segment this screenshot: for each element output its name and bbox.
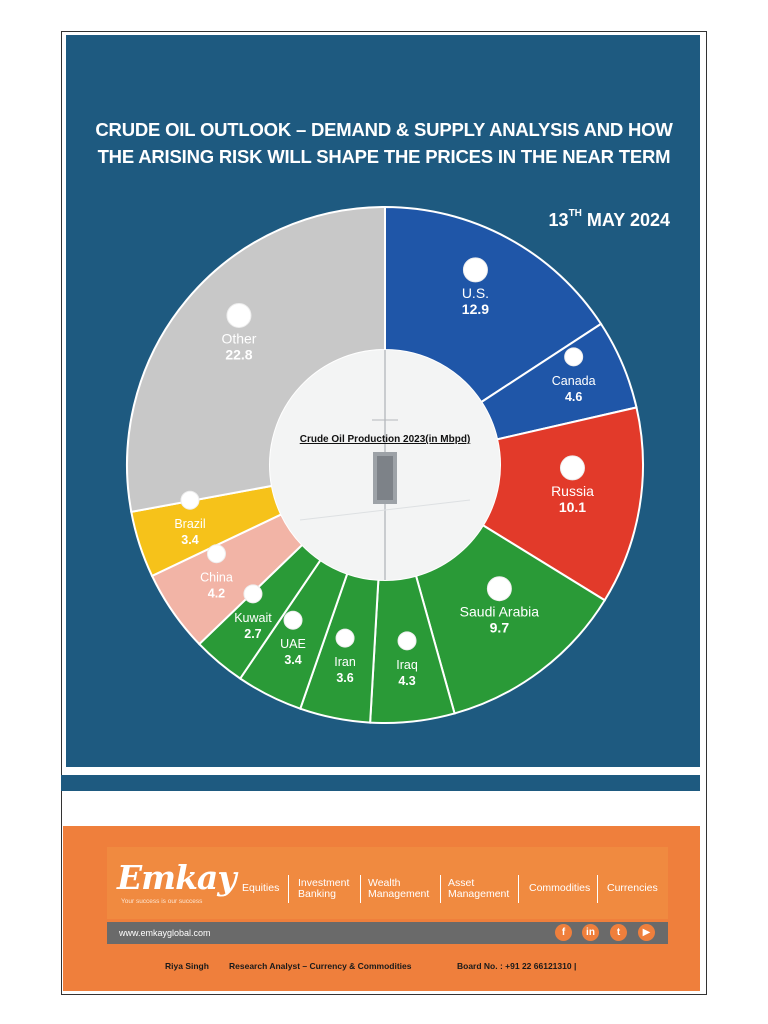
slice-value-iran: 3.6 [336,671,353,685]
service-separator [288,875,289,903]
service-currencies[interactable]: Currencies [607,882,658,894]
brazil-flag-icon [180,490,200,510]
globe-icon [226,302,252,328]
slice-value-iraq: 4.3 [398,674,415,688]
iran-flag-icon [335,628,355,648]
slice-value-canada: 4.6 [565,390,582,404]
service-separator [360,875,361,903]
brand-bar [107,847,668,919]
youtube-icon[interactable]: ▶ [638,924,655,941]
slice-label-kuwait: Kuwait [234,611,272,625]
twitter-icon[interactable]: t [610,924,627,941]
slice-value-brazil: 3.4 [181,533,198,547]
slice-value-u-s: 12.9 [462,301,489,317]
analyst-name: Riya Singh [165,961,209,971]
iraq-flag-icon [397,631,417,651]
slice-label-brazil: Brazil [174,517,205,531]
slice-value-other: 22.8 [225,346,252,362]
slice-label-canada: Canada [552,374,596,388]
slice-value-uae: 3.4 [284,653,301,667]
slice-label-saudi-arabia: Saudi Arabia [460,604,540,620]
emkay-logo[interactable]: Emkay [117,858,236,897]
china-flag-icon [206,544,226,564]
service-separator [597,875,598,903]
slice-label-uae: UAE [280,637,306,651]
service-equities[interactable]: Equities [242,882,280,894]
website-link[interactable]: www.emkayglobal.com [119,928,211,938]
rig-illustration [299,350,471,580]
website-bar [107,922,668,944]
brand-tagline: Your success is our success [121,898,203,905]
slice-value-russia: 10.1 [559,499,586,515]
slice-value-saudi-arabia: 9.7 [490,620,510,636]
slice-value-kuwait: 2.7 [244,627,261,641]
slice-label-u-s: U.S. [462,285,489,301]
service-investment-banking[interactable]: Investment Banking [298,877,350,900]
facebook-icon[interactable]: f [555,924,572,941]
linkedin-icon[interactable]: in [582,924,599,941]
uae-flag-icon [283,610,303,630]
report-title: CRUDE OIL OUTLOOK – DEMAND & SUPPLY ANAL… [95,119,673,167]
chart-title: Crude Oil Production 2023(in Mbpd) [300,434,471,445]
report-date: 13TH MAY 2024 [548,208,670,230]
russia-flag-icon [559,455,585,481]
service-wealth-management[interactable]: Wealth Management [368,877,430,900]
canada-flag-icon [564,347,584,367]
slice-label-iraq: Iraq [396,658,418,672]
kuwait-flag-icon [243,584,263,604]
board-number: Board No. : +91 22 66121310 | [457,961,577,971]
service-commodities[interactable]: Commodities [529,882,591,894]
service-asset-management[interactable]: Asset Management [448,877,510,900]
section-divider [61,775,700,791]
service-separator [440,875,441,903]
saudi-flag-icon [486,576,512,602]
slice-label-china: China [200,571,233,585]
analyst-role: Research Analyst – Currency & Commoditie… [229,961,412,971]
slice-label-iran: Iran [334,655,356,669]
slice-label-other: Other [221,330,256,346]
slice-value-china: 4.2 [208,587,225,601]
slice-label-russia: Russia [551,483,594,499]
us-flag-icon [462,257,488,283]
service-separator [518,875,519,903]
